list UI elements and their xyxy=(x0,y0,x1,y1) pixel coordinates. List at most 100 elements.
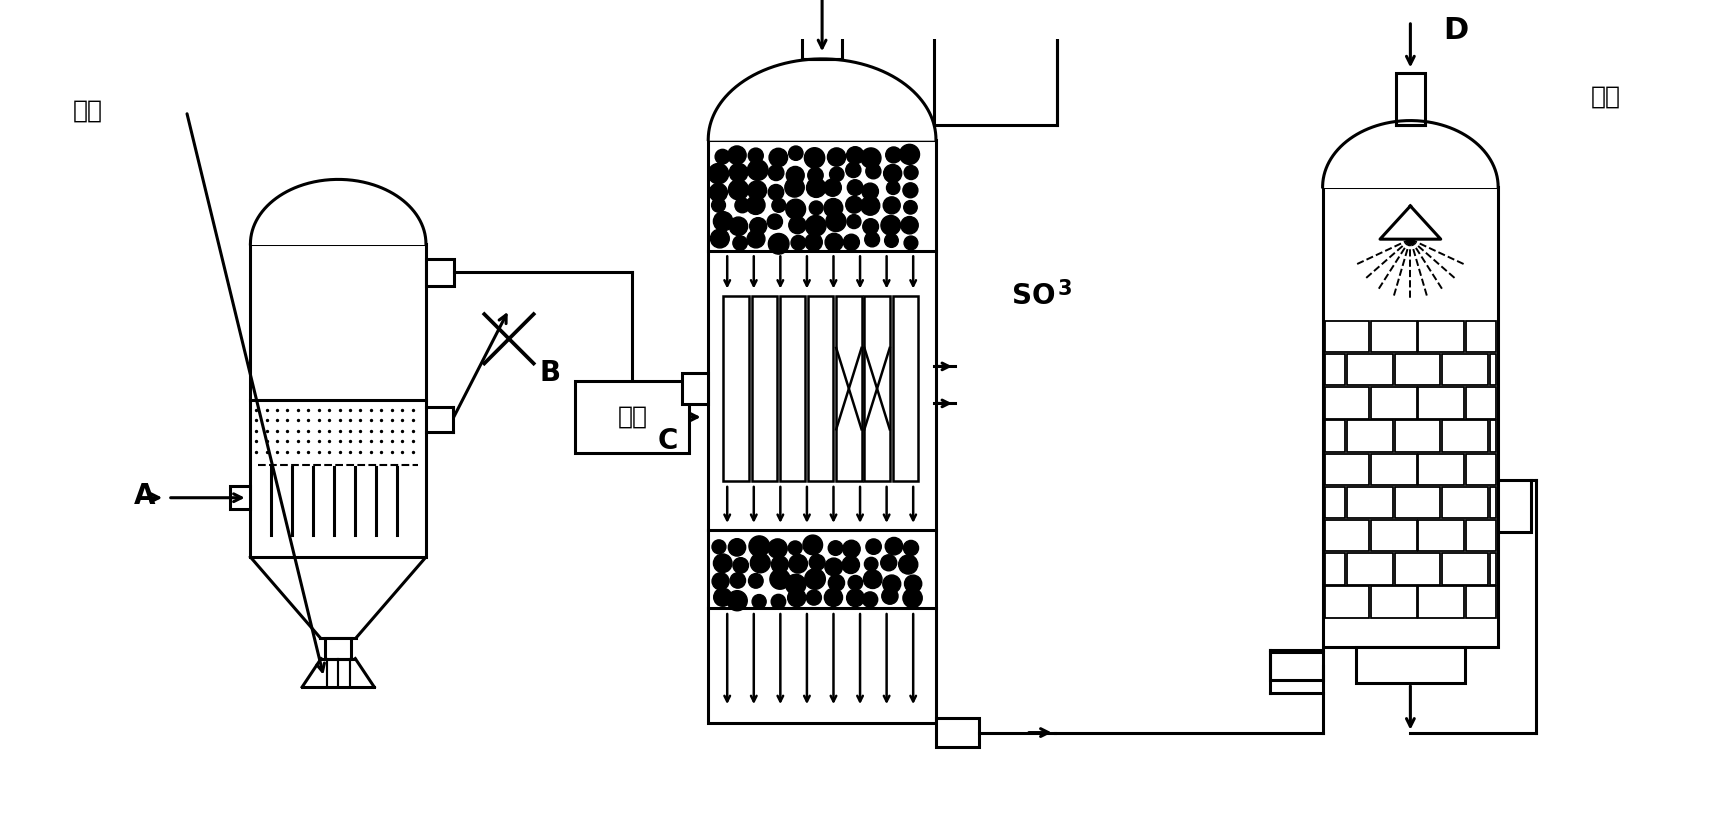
Circle shape xyxy=(902,588,923,608)
Circle shape xyxy=(904,236,918,250)
Circle shape xyxy=(883,197,901,214)
Bar xyxy=(937,718,978,747)
Circle shape xyxy=(863,183,878,200)
Bar xyxy=(1347,487,1393,518)
Circle shape xyxy=(847,180,863,195)
Bar xyxy=(1419,388,1464,419)
Circle shape xyxy=(809,555,825,570)
Bar xyxy=(1395,553,1440,584)
Circle shape xyxy=(713,554,732,573)
Circle shape xyxy=(802,535,823,555)
Bar xyxy=(1355,647,1465,683)
Circle shape xyxy=(861,196,880,215)
Circle shape xyxy=(901,216,918,234)
Bar xyxy=(1465,321,1496,352)
Bar xyxy=(1465,520,1496,552)
Circle shape xyxy=(768,539,787,558)
Circle shape xyxy=(747,181,766,200)
Circle shape xyxy=(734,236,747,251)
Text: 3: 3 xyxy=(1057,279,1071,299)
Polygon shape xyxy=(250,180,425,244)
Circle shape xyxy=(785,574,806,595)
Bar xyxy=(1347,553,1393,584)
Bar xyxy=(1371,321,1417,352)
Bar xyxy=(1371,454,1417,485)
Circle shape xyxy=(904,201,918,214)
Bar xyxy=(1419,520,1464,552)
Polygon shape xyxy=(1322,121,1498,187)
Circle shape xyxy=(904,540,918,556)
Bar xyxy=(802,0,842,59)
Circle shape xyxy=(885,147,902,163)
Text: 硫酸: 硫酸 xyxy=(1591,85,1620,109)
Circle shape xyxy=(709,184,727,202)
Circle shape xyxy=(827,211,846,232)
Circle shape xyxy=(753,595,766,609)
Circle shape xyxy=(789,146,802,161)
Circle shape xyxy=(806,590,821,605)
Circle shape xyxy=(883,575,901,593)
Circle shape xyxy=(847,215,861,228)
Bar xyxy=(837,296,861,481)
Circle shape xyxy=(749,536,770,557)
Bar xyxy=(1441,553,1488,584)
Polygon shape xyxy=(1379,206,1441,239)
Bar xyxy=(425,259,455,286)
Circle shape xyxy=(863,570,882,588)
Circle shape xyxy=(844,234,859,251)
Circle shape xyxy=(768,184,784,200)
Bar xyxy=(1324,520,1369,552)
Circle shape xyxy=(728,180,749,200)
Circle shape xyxy=(880,555,897,571)
Bar xyxy=(708,140,937,723)
Circle shape xyxy=(711,198,725,212)
Bar xyxy=(933,0,1057,126)
Bar xyxy=(1324,420,1345,452)
Bar xyxy=(1441,420,1488,452)
Circle shape xyxy=(728,163,747,182)
Circle shape xyxy=(885,538,902,555)
Circle shape xyxy=(804,233,823,251)
Circle shape xyxy=(849,575,863,590)
Bar xyxy=(1490,553,1496,584)
Circle shape xyxy=(770,569,790,589)
Circle shape xyxy=(715,149,730,164)
Circle shape xyxy=(882,588,899,604)
Circle shape xyxy=(847,589,864,606)
Bar xyxy=(864,296,890,481)
Bar xyxy=(1490,354,1496,385)
Circle shape xyxy=(713,588,732,606)
Circle shape xyxy=(789,554,808,573)
Circle shape xyxy=(749,574,763,588)
Circle shape xyxy=(730,573,746,588)
Text: A: A xyxy=(133,481,155,510)
Circle shape xyxy=(809,201,823,215)
Circle shape xyxy=(770,149,787,166)
Circle shape xyxy=(789,541,802,555)
Text: D: D xyxy=(1443,16,1469,45)
Bar xyxy=(1371,587,1417,618)
Circle shape xyxy=(864,232,880,247)
Bar xyxy=(1419,321,1464,352)
Circle shape xyxy=(899,144,920,165)
Bar xyxy=(325,637,351,659)
Circle shape xyxy=(842,557,859,574)
Circle shape xyxy=(887,181,901,194)
Circle shape xyxy=(711,229,730,248)
Bar xyxy=(1371,520,1417,552)
Text: SO: SO xyxy=(1013,282,1056,310)
Bar xyxy=(780,296,806,481)
Bar xyxy=(723,296,749,481)
Bar xyxy=(1324,587,1369,618)
Circle shape xyxy=(749,218,766,235)
Bar xyxy=(1322,187,1498,647)
Circle shape xyxy=(825,233,844,251)
Circle shape xyxy=(904,166,918,180)
Circle shape xyxy=(823,179,842,197)
Bar xyxy=(1419,587,1464,618)
Circle shape xyxy=(847,147,864,164)
Bar xyxy=(1324,354,1345,385)
Circle shape xyxy=(735,198,749,213)
Circle shape xyxy=(747,160,768,180)
Circle shape xyxy=(771,198,785,212)
